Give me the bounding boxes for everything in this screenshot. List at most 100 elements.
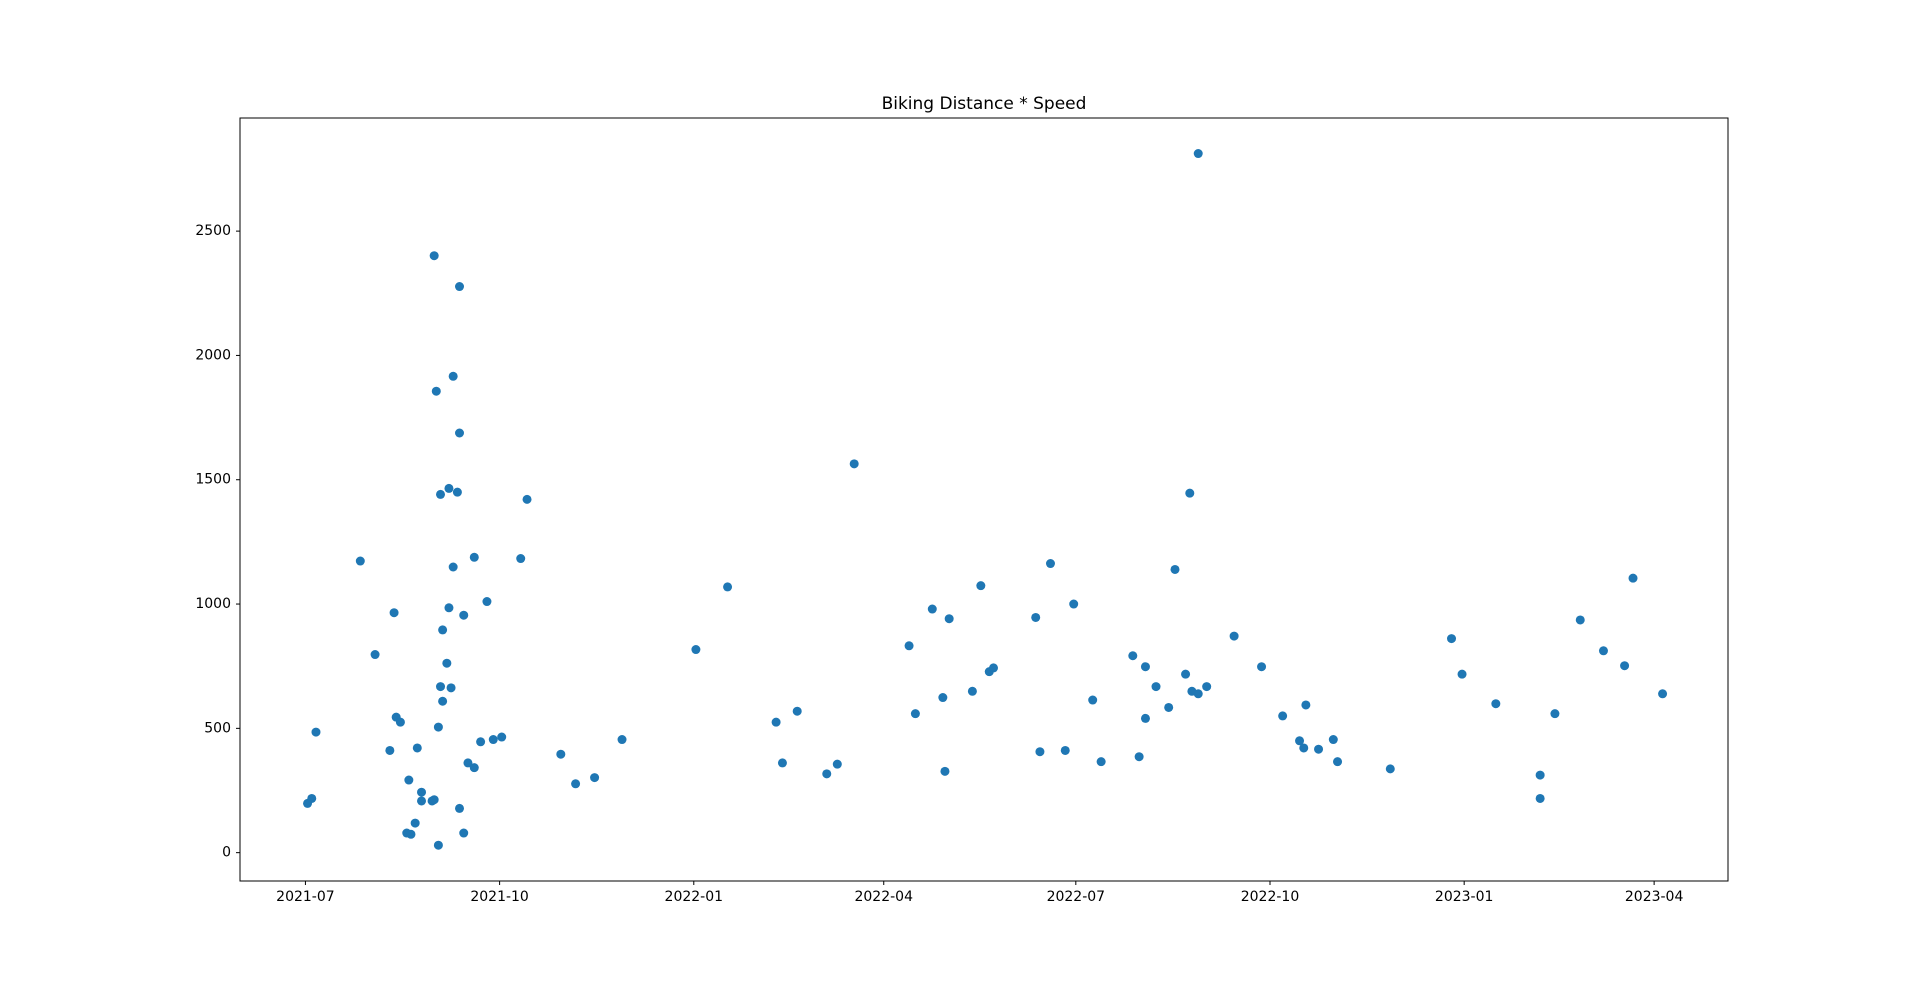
point <box>355 556 365 566</box>
point <box>1535 770 1545 780</box>
point <box>1134 752 1144 762</box>
point <box>1620 661 1630 671</box>
point <box>438 696 448 706</box>
point <box>1550 709 1560 719</box>
point <box>1229 631 1239 641</box>
point <box>395 717 405 727</box>
point <box>455 803 465 813</box>
point <box>927 604 937 614</box>
point <box>370 650 380 660</box>
y-tick-label: 0 <box>222 845 231 861</box>
point <box>448 562 458 572</box>
point <box>1202 682 1212 692</box>
x-tick-label: 2022-01 <box>665 889 724 905</box>
y-tick-label: 500 <box>204 720 231 736</box>
point <box>433 722 443 732</box>
point <box>691 645 701 655</box>
point <box>1185 488 1195 498</box>
y-tick-label: 2000 <box>195 347 231 363</box>
point <box>940 766 950 776</box>
x-tick-label: 2021-07 <box>276 889 335 905</box>
point <box>433 840 443 850</box>
x-tick-label: 2023-01 <box>1435 889 1494 905</box>
point <box>463 758 473 768</box>
y-tick-label: 1500 <box>195 472 231 488</box>
point <box>488 735 498 745</box>
point <box>1301 700 1311 710</box>
point <box>1491 699 1501 709</box>
point <box>910 709 920 719</box>
point <box>1598 646 1608 656</box>
point <box>1385 764 1395 774</box>
point <box>1060 745 1070 755</box>
point <box>571 779 581 789</box>
point <box>988 663 998 673</box>
point <box>1457 669 1467 679</box>
point <box>482 597 492 607</box>
chart-title: Biking Distance * Speed <box>882 94 1087 114</box>
point <box>417 787 427 797</box>
point <box>1088 695 1098 705</box>
point <box>1140 713 1150 723</box>
point <box>1299 743 1309 753</box>
point <box>1535 793 1545 803</box>
point <box>1257 662 1267 672</box>
point <box>771 717 781 727</box>
point <box>406 829 416 839</box>
point <box>417 796 427 806</box>
y-tick-label: 1000 <box>195 596 231 612</box>
point <box>444 603 454 613</box>
point <box>412 743 422 753</box>
point <box>442 658 452 668</box>
point <box>429 795 439 805</box>
point <box>410 818 420 828</box>
point <box>590 773 600 783</box>
point <box>849 459 859 469</box>
point <box>459 828 469 838</box>
point <box>1658 689 1668 699</box>
x-tick-label: 2023-04 <box>1625 889 1684 905</box>
point <box>832 759 842 769</box>
point <box>1628 573 1638 583</box>
point <box>1096 757 1106 767</box>
point <box>1575 615 1585 625</box>
point <box>1164 702 1174 712</box>
point <box>1170 564 1180 574</box>
point <box>307 793 317 803</box>
point <box>438 625 448 635</box>
point <box>455 282 465 292</box>
point <box>1193 149 1203 159</box>
point <box>1295 736 1305 746</box>
point <box>446 683 456 693</box>
point <box>459 610 469 620</box>
point <box>967 686 977 696</box>
point <box>1045 559 1055 569</box>
point <box>448 371 458 381</box>
point <box>452 487 462 497</box>
point <box>311 727 321 737</box>
x-tick-label: 2022-07 <box>1047 889 1106 905</box>
x-tick-label: 2022-10 <box>1241 889 1300 905</box>
point <box>1193 689 1203 699</box>
x-tick-label: 2022-04 <box>854 889 913 905</box>
plot-frame <box>239 117 1729 882</box>
point <box>469 763 479 773</box>
point <box>556 749 566 759</box>
point <box>1333 757 1343 767</box>
point <box>822 769 832 779</box>
point <box>497 732 507 742</box>
point <box>1128 651 1138 661</box>
point <box>436 489 446 499</box>
point <box>1328 735 1338 745</box>
x-tick-label: 2021-10 <box>470 889 529 905</box>
point <box>436 682 446 692</box>
point <box>385 745 395 755</box>
point <box>904 641 914 651</box>
point <box>429 251 439 261</box>
point <box>976 581 986 591</box>
point <box>1447 634 1457 644</box>
point <box>1278 711 1288 721</box>
point <box>431 386 441 396</box>
